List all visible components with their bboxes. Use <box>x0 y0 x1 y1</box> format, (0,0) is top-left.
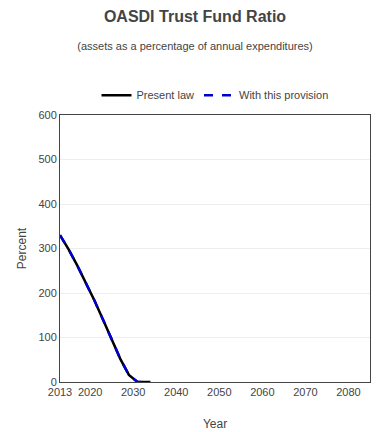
svg-text:100: 100 <box>38 331 56 343</box>
svg-text:2060: 2060 <box>250 386 274 398</box>
svg-text:2020: 2020 <box>78 386 102 398</box>
svg-text:2030: 2030 <box>121 386 145 398</box>
svg-text:500: 500 <box>38 153 56 165</box>
svg-text:2040: 2040 <box>164 386 188 398</box>
svg-text:Year: Year <box>203 417 227 431</box>
svg-text:Present law: Present law <box>137 89 195 101</box>
svg-text:300: 300 <box>38 242 56 254</box>
svg-text:0: 0 <box>51 376 57 388</box>
svg-text:400: 400 <box>38 198 56 210</box>
svg-text:Percent: Percent <box>15 227 29 269</box>
svg-text:OASDI Trust Fund Ratio: OASDI Trust Fund Ratio <box>104 8 286 25</box>
svg-text:2080: 2080 <box>336 386 360 398</box>
svg-text:(assets as a percentage of ann: (assets as a percentage of annual expend… <box>77 40 312 52</box>
svg-text:2013: 2013 <box>48 386 72 398</box>
svg-text:200: 200 <box>38 287 56 299</box>
svg-text:2050: 2050 <box>207 386 231 398</box>
svg-text:600: 600 <box>38 109 56 121</box>
svg-text:2070: 2070 <box>293 386 317 398</box>
svg-text:With this provision: With this provision <box>239 89 328 101</box>
